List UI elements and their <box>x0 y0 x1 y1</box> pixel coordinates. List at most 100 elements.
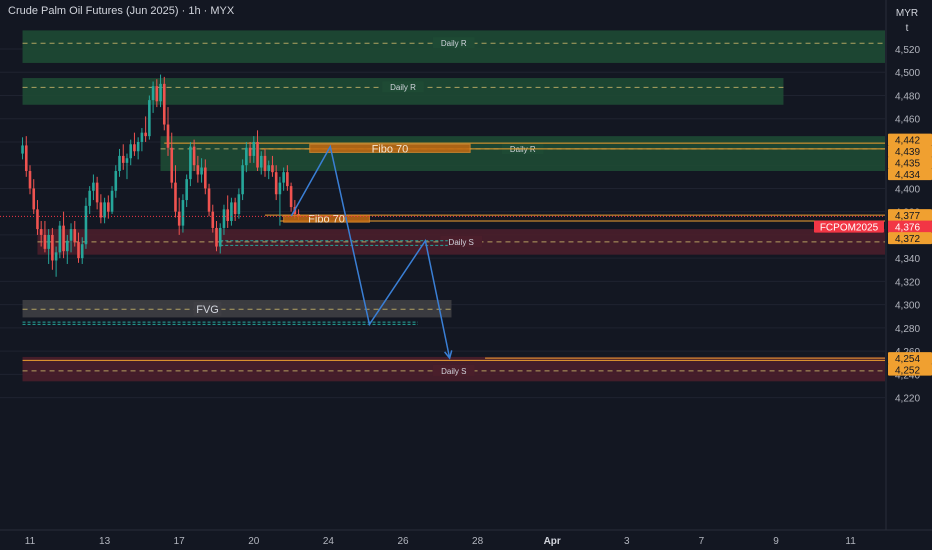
price-tag-label: 4,439 <box>895 147 920 158</box>
currency-code: MYR <box>895 8 919 19</box>
candle-body <box>73 229 77 242</box>
currency-label[interactable]: MYR t <box>890 6 924 36</box>
candle-body <box>66 240 69 252</box>
candle-body <box>95 182 99 203</box>
candle-body <box>259 155 263 168</box>
price-tag-label: 4,442 <box>895 136 920 147</box>
zone-fvg <box>22 299 452 318</box>
candle-body <box>88 190 91 206</box>
time-tick-label: 11 <box>25 536 36 547</box>
time-tick-label: 7 <box>699 536 705 547</box>
candle-body <box>24 145 28 172</box>
candle-body <box>282 172 285 183</box>
price-tick-label: 4,300 <box>895 301 920 312</box>
price-tick-label: 4,240 <box>895 370 920 381</box>
price-tag <box>888 209 932 222</box>
time-axis[interactable]: 11 13 17 20 24 26 28 Apr 3 7 9 11 <box>0 529 932 547</box>
zone-label-bg <box>193 301 222 316</box>
zone-label-bg <box>440 235 483 247</box>
candle-body <box>218 227 222 247</box>
candle-body <box>233 202 237 215</box>
zone-label: FVG <box>196 304 219 316</box>
price-tick-label: 4,480 <box>895 91 920 102</box>
candle-body <box>54 252 58 261</box>
candle-body <box>77 241 80 259</box>
price-tag-label: 4,435 <box>895 159 920 170</box>
candle-body <box>92 182 95 191</box>
candle-body <box>21 145 24 154</box>
candle-body <box>107 202 110 212</box>
zone-label: Daily S <box>441 367 466 376</box>
candle-body <box>226 209 229 221</box>
price-axis[interactable]: 4,5204,5004,4804,4604,4404,4204,4004,380… <box>814 0 932 550</box>
candle-body <box>252 141 256 156</box>
fibo-box <box>309 143 471 153</box>
projection-layer <box>290 144 453 360</box>
candle-body <box>140 132 144 142</box>
candle-body <box>121 155 125 163</box>
candle-body <box>62 225 65 252</box>
fibo-box <box>283 214 370 223</box>
time-tick-label: 24 <box>323 536 335 547</box>
candle-body <box>36 209 39 230</box>
price-tag-label: 4,377 <box>895 211 920 222</box>
zone-label: Daily S <box>449 238 474 247</box>
price-tick-label: 4,520 <box>895 45 920 56</box>
candle-body <box>222 209 226 228</box>
candle-body <box>192 146 196 166</box>
zone-label-bg <box>432 364 475 376</box>
price-tag <box>888 145 932 158</box>
candle-body <box>230 202 233 221</box>
projection-arrowhead <box>444 350 453 360</box>
candle-body <box>47 234 50 249</box>
zone-label-bg <box>432 37 475 49</box>
candle-body <box>185 179 188 201</box>
price-tag-label: 4,376 <box>895 223 920 234</box>
candle-body <box>99 202 103 218</box>
candle-body <box>286 172 289 187</box>
candle-body <box>174 182 177 212</box>
candle-body <box>69 229 73 241</box>
candle-body <box>129 144 133 159</box>
price-tag <box>888 156 932 169</box>
candle-body <box>159 83 162 102</box>
candle-body <box>162 83 166 125</box>
candle-body <box>144 132 147 137</box>
price-tag <box>888 220 932 233</box>
symbol-tag-label: FCPOM2025 <box>820 223 879 234</box>
time-tick-label: 9 <box>773 536 779 547</box>
candle-body <box>155 86 159 102</box>
candle-body <box>170 147 174 183</box>
candle-body <box>267 165 271 172</box>
fibo-layer: Fibo 70 Fibo 70 <box>283 143 471 226</box>
projection-path <box>290 144 451 359</box>
time-tick-label: 26 <box>397 536 409 547</box>
candle-body <box>204 167 207 189</box>
time-tick-label: 11 <box>845 536 856 547</box>
price-tag <box>888 133 932 146</box>
candle-body <box>200 167 203 175</box>
price-tick-label: 4,220 <box>895 394 920 405</box>
candle-body <box>207 188 211 212</box>
time-tick-label: 3 <box>624 536 630 547</box>
price-tag-label: 4,254 <box>895 354 920 365</box>
candle-body <box>118 155 121 172</box>
candle-body <box>103 202 106 218</box>
price-tag <box>888 363 932 376</box>
price-tick-label: 4,460 <box>895 115 920 126</box>
price-tick-label: 4,280 <box>895 324 920 335</box>
price-tag <box>888 232 932 245</box>
chart-title: Crude Palm Oil Futures (Jun 2025) · 1h ·… <box>8 5 235 17</box>
candle-body <box>263 155 267 172</box>
candle-body <box>125 158 129 163</box>
fibo-label: Fibo 70 <box>308 214 345 226</box>
candle-body <box>43 234 47 249</box>
price-tick-label: 4,500 <box>895 68 920 79</box>
price-tag-label: 4,434 <box>895 170 920 181</box>
candle-body <box>189 146 192 180</box>
symbol-tag <box>814 220 884 233</box>
candle-body <box>84 205 88 245</box>
time-tick-label: 13 <box>99 536 111 547</box>
